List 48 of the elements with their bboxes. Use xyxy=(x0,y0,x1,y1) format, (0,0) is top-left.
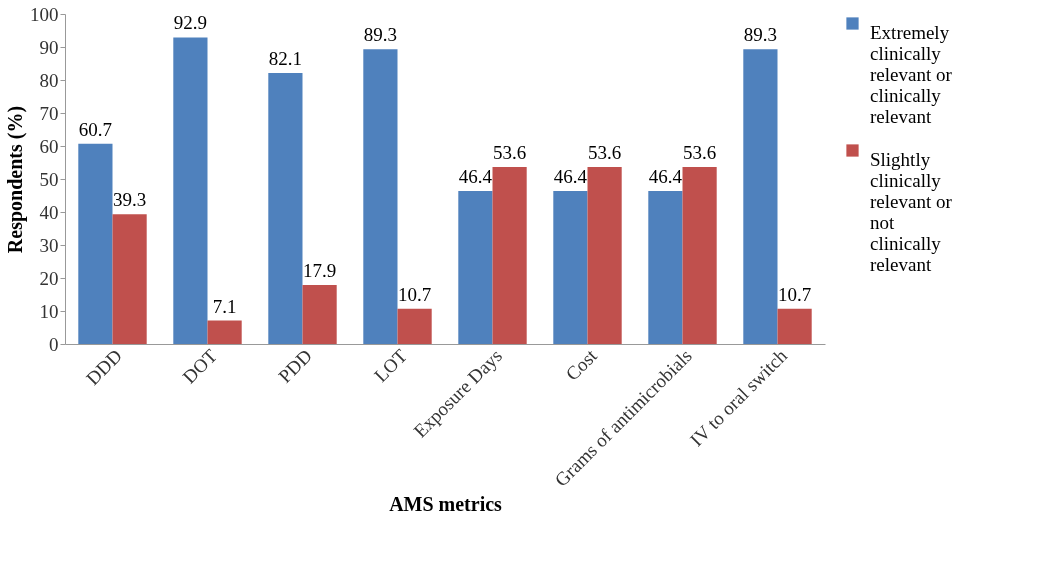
bar xyxy=(397,308,432,344)
bar xyxy=(648,190,683,344)
data-label: 89.3 xyxy=(363,24,398,46)
y-tick-label: 90 xyxy=(39,36,59,58)
data-label: 17.9 xyxy=(302,259,337,281)
data-label: 53.6 xyxy=(587,142,622,164)
y-tick-label: 20 xyxy=(39,267,59,289)
y-tick-label: 80 xyxy=(39,69,59,91)
y-tick-label: 50 xyxy=(39,168,59,190)
legend-label: Extremely clinically relevant or clinically relevant xyxy=(870,21,953,127)
data-label: 82.1 xyxy=(268,48,303,70)
x-axis-title: AMS metrics xyxy=(389,492,503,515)
y-tick-label: 60 xyxy=(39,135,59,157)
bar xyxy=(743,49,778,344)
bar xyxy=(363,49,398,344)
bar xyxy=(492,167,527,344)
legend-label: Slightly clinically relevant or not clinically relevant xyxy=(870,148,953,275)
bar xyxy=(302,284,337,344)
bar xyxy=(553,190,588,344)
data-label: 46.4 xyxy=(553,165,588,187)
data-label: 46.4 xyxy=(458,165,493,187)
data-label: 89.3 xyxy=(743,24,778,46)
bar xyxy=(112,214,147,344)
data-label: 39.3 xyxy=(112,189,147,211)
data-label: 53.6 xyxy=(492,142,527,164)
data-label: 53.6 xyxy=(682,142,717,164)
bar xyxy=(268,73,303,344)
y-tick-label: 0 xyxy=(49,333,59,355)
y-tick-label: 70 xyxy=(39,102,59,124)
bar xyxy=(587,167,622,344)
y-tick-label: 30 xyxy=(39,234,59,256)
bar xyxy=(78,143,113,344)
bar xyxy=(682,167,717,344)
data-label: 92.9 xyxy=(173,12,208,34)
data-label: 46.4 xyxy=(648,165,683,187)
data-label: 7.1 xyxy=(212,295,237,317)
y-axis-title: Respondents (%) xyxy=(4,105,27,254)
y-tick-label: 40 xyxy=(39,201,59,223)
bar xyxy=(458,190,493,344)
bar xyxy=(777,308,812,344)
bar xyxy=(173,37,208,344)
data-label: 10.7 xyxy=(777,283,812,305)
x-tick-label: Cost xyxy=(561,344,602,385)
bar xyxy=(207,320,242,344)
y-tick-label: 10 xyxy=(39,300,59,322)
data-label: 60.7 xyxy=(78,118,113,140)
y-tick-label: 100 xyxy=(30,3,59,25)
data-label: 10.7 xyxy=(397,283,432,305)
